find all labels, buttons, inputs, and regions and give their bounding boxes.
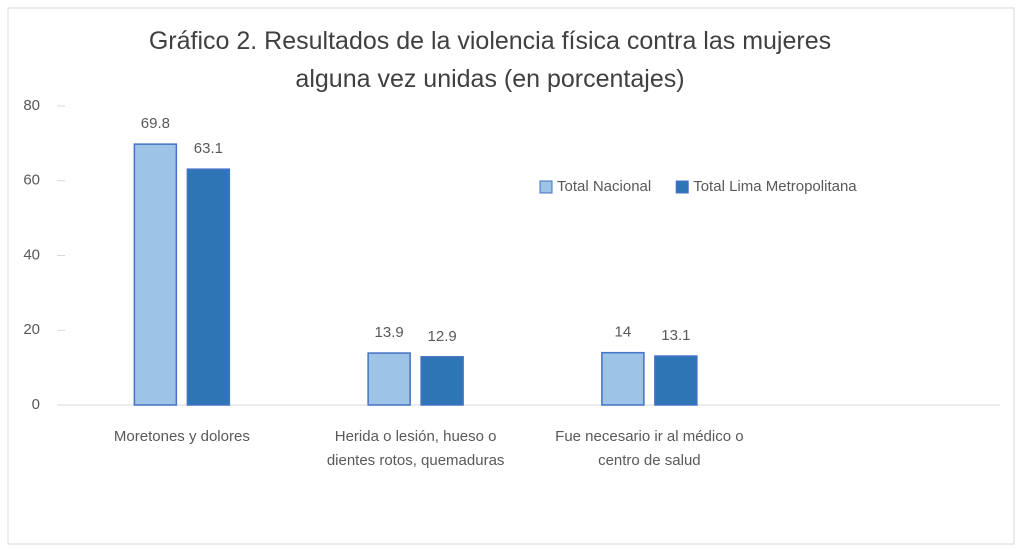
x-tick-label: Fue necesario ir al médico o centro de s… [555,428,744,469]
legend-label: Total Lima Metropolitana [693,178,857,195]
data-label: 12.9 [428,328,457,345]
data-label: 13.9 [375,324,404,341]
bar [420,356,464,406]
data-label: 13.1 [661,327,690,344]
legend-swatch [675,180,689,194]
data-label: 14 [615,324,632,341]
legend-label: Total Nacional [557,178,651,195]
y-tick-label: 20 [23,321,40,338]
bar [133,143,178,406]
bar [654,355,698,406]
y-tick-label: 40 [23,246,40,263]
y-tick-label: 80 [23,97,40,114]
bar [367,352,411,406]
chart-title: Gráfico 2. Resultados de la violencia fí… [148,27,832,93]
legend-swatch [539,180,553,194]
x-tick-label: Moretones y dolores [113,428,250,445]
x-tick-label: Herida o lesión, hueso o dientes rotos, … [326,428,505,469]
y-tick-label: 60 [23,172,40,189]
data-label: 69.8 [141,115,170,132]
y-tick-label: 0 [32,396,40,413]
bar [186,168,231,406]
data-label: 63.1 [194,140,223,157]
bar [601,351,645,406]
